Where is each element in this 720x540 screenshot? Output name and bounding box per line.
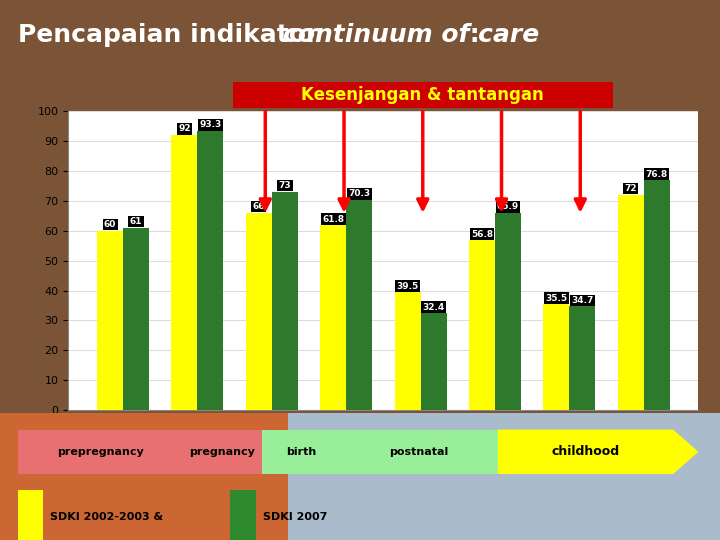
Text: :: : — [461, 23, 480, 47]
Text: 35.5: 35.5 — [545, 294, 567, 302]
Text: postnatal: postnatal — [390, 447, 449, 457]
Bar — [97, 231, 123, 410]
Text: 72: 72 — [624, 184, 637, 193]
Bar — [420, 313, 446, 410]
Bar — [544, 304, 570, 410]
Text: pregnancy: pregnancy — [189, 447, 255, 457]
Text: 65.9: 65.9 — [497, 202, 519, 211]
Bar — [272, 192, 298, 410]
Text: 61: 61 — [130, 217, 143, 226]
Text: 70.3: 70.3 — [348, 189, 370, 198]
Bar — [570, 306, 595, 410]
Bar — [618, 194, 644, 410]
Text: 39.5: 39.5 — [397, 281, 419, 291]
Text: prepregnancy: prepregnancy — [57, 447, 144, 457]
Text: 32.4: 32.4 — [423, 303, 445, 312]
Bar — [395, 292, 420, 410]
Text: 66: 66 — [253, 202, 265, 211]
Bar — [644, 180, 670, 410]
Bar — [320, 225, 346, 410]
Text: SDKI 2002-2003 &: SDKI 2002-2003 & — [50, 512, 163, 522]
Text: 73: 73 — [279, 181, 291, 190]
Bar — [495, 213, 521, 410]
Text: Kesenjangan & tantangan: Kesenjangan & tantangan — [302, 86, 544, 104]
Bar — [123, 227, 149, 410]
Text: 93.3: 93.3 — [199, 120, 222, 129]
Text: SDKI 2007: SDKI 2007 — [263, 512, 327, 522]
Bar — [346, 200, 372, 410]
Text: 61.8: 61.8 — [322, 215, 344, 224]
Text: birth: birth — [286, 447, 316, 457]
Text: 34.7: 34.7 — [571, 296, 593, 305]
Text: 76.8: 76.8 — [646, 170, 668, 179]
Bar — [197, 131, 223, 410]
Bar — [171, 134, 197, 410]
Text: Pencapaian indikator: Pencapaian indikator — [18, 23, 327, 47]
Text: 60: 60 — [104, 220, 116, 229]
Bar — [246, 213, 272, 410]
Text: childhood: childhood — [552, 446, 620, 458]
Text: 92: 92 — [178, 124, 191, 133]
Bar — [469, 240, 495, 410]
Text: continuum of care: continuum of care — [283, 23, 539, 47]
Text: 56.8: 56.8 — [471, 230, 493, 239]
